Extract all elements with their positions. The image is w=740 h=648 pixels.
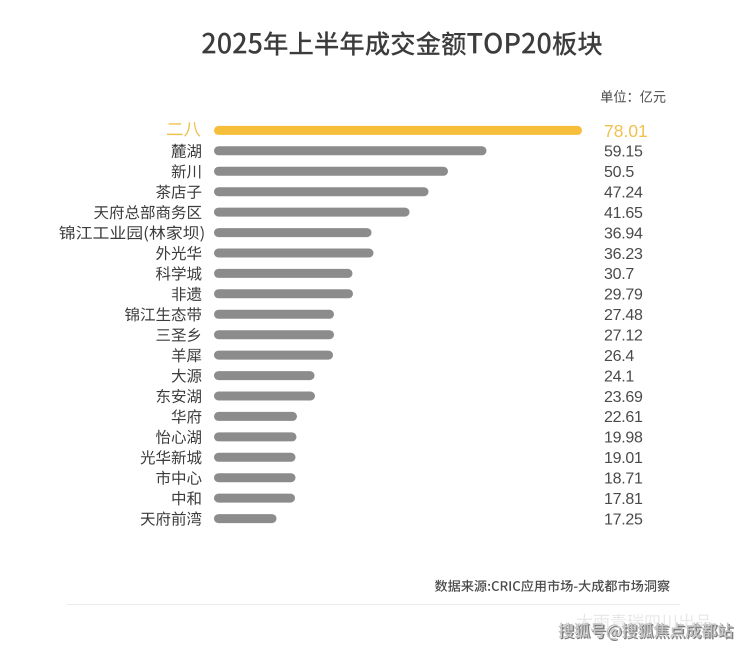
svg-text:22.61: 22.61 (604, 409, 643, 426)
svg-text:30.7: 30.7 (604, 266, 634, 283)
svg-text:78.01: 78.01 (604, 121, 648, 141)
svg-text:19.98: 19.98 (604, 430, 643, 447)
svg-text:27.12: 27.12 (604, 328, 643, 345)
svg-text:59.15: 59.15 (604, 144, 643, 161)
svg-text:50.5: 50.5 (604, 164, 634, 181)
svg-text:36.23: 36.23 (604, 246, 643, 263)
svg-text:26.4: 26.4 (604, 348, 634, 365)
svg-text:17.81: 17.81 (604, 491, 643, 508)
svg-text:24.1: 24.1 (604, 368, 634, 385)
svg-text:36.94: 36.94 (604, 225, 643, 242)
svg-text:27.48: 27.48 (604, 307, 643, 324)
svg-text:41.65: 41.65 (604, 205, 643, 222)
svg-text:18.71: 18.71 (604, 471, 643, 488)
svg-text:29.79: 29.79 (604, 287, 643, 304)
svg-text:17.25: 17.25 (604, 511, 643, 528)
svg-text:23.69: 23.69 (604, 389, 643, 406)
svg-text:19.01: 19.01 (604, 450, 643, 467)
svg-text:47.24: 47.24 (604, 185, 643, 202)
